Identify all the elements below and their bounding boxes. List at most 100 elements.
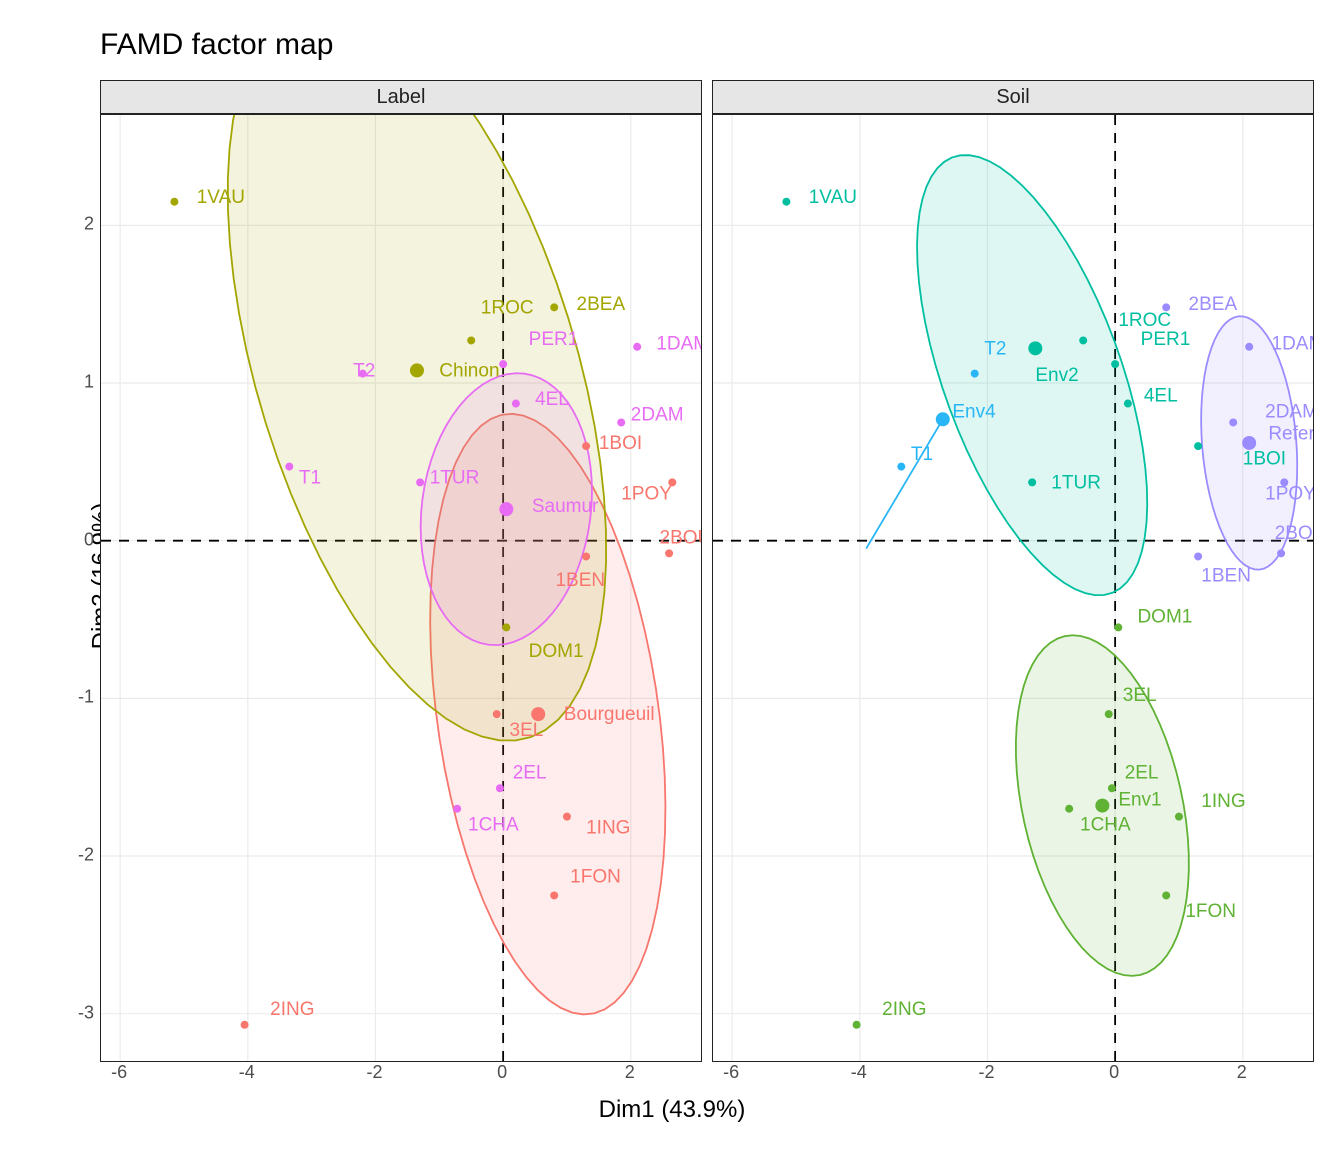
data-point — [496, 784, 504, 792]
data-point — [1162, 891, 1170, 899]
point-label: 4EL — [535, 389, 569, 410]
point-label: 1DAM — [1272, 334, 1313, 355]
data-point — [1028, 478, 1036, 486]
x-tick-label: -4 — [239, 1062, 255, 1083]
point-label: DOM1 — [529, 641, 584, 662]
data-point — [782, 198, 790, 206]
data-point — [1194, 552, 1202, 560]
y-ticks: -3 -2 -1 0 1 2 — [60, 112, 100, 1062]
data-point — [1079, 336, 1087, 344]
point-label: 2DAM — [1265, 401, 1313, 422]
y-tick-label: 2 — [84, 214, 94, 235]
data-point — [453, 805, 461, 813]
point-label: 2BOU — [660, 528, 701, 549]
point-label: 1POY — [621, 483, 672, 504]
centroid-label: Env2 — [1035, 365, 1078, 386]
point-label: T2 — [353, 360, 375, 381]
data-point — [665, 549, 673, 557]
panel-header: Soil — [712, 80, 1314, 114]
point-label: 2EL — [1125, 762, 1159, 783]
data-point — [467, 336, 475, 344]
data-point — [502, 623, 510, 631]
y-tick-label: -1 — [78, 687, 94, 708]
data-point — [971, 370, 979, 378]
centroid-label: Chinon — [439, 360, 499, 381]
y-tick-label: 0 — [84, 529, 94, 550]
y-tick-label: -2 — [78, 845, 94, 866]
data-point — [550, 303, 558, 311]
centroid-label: Bourgueuil — [564, 704, 655, 725]
data-point — [1162, 303, 1170, 311]
panel-header: Label — [100, 80, 702, 114]
point-label: 1CHA — [468, 815, 519, 836]
point-label: 1VAU — [197, 187, 245, 208]
data-point — [416, 478, 424, 486]
data-point — [512, 400, 520, 408]
point-label: 1VAU — [809, 187, 857, 208]
data-point — [493, 710, 501, 718]
data-point — [1229, 418, 1237, 426]
data-point — [1124, 400, 1132, 408]
plot-title: FAMD factor map — [100, 28, 333, 62]
x-axis-title: Dim1 (43.9%) — [20, 1096, 1324, 1124]
data-point — [582, 442, 590, 450]
point-label: PER1 — [529, 329, 579, 350]
data-point — [1277, 549, 1285, 557]
data-point — [170, 198, 178, 206]
plot-area: 1VAU1ROC2BEA1DAMPER1T24EL2DAM1BOIT11TUR1… — [100, 114, 702, 1062]
point-label: 1CHA — [1080, 815, 1131, 836]
point-label: 1ING — [586, 818, 630, 839]
point-label: PER1 — [1141, 329, 1191, 350]
data-point — [1111, 360, 1119, 368]
data-point — [499, 360, 507, 368]
x-ticks: -6-4-202 -6-4-202 — [100, 1062, 1314, 1092]
x-tick-label: -4 — [851, 1062, 867, 1083]
x-tick-label: -2 — [366, 1062, 382, 1083]
x-tick-label: 2 — [1237, 1062, 1247, 1083]
x-tick-label: 0 — [497, 1062, 507, 1083]
point-label: 1POY — [1265, 483, 1313, 504]
figure: FAMD factor map Dim2 (16.9%) Dim1 (43.9%… — [20, 20, 1324, 1132]
centroid-label: Env1 — [1118, 789, 1161, 810]
point-label: 3EL — [510, 720, 544, 741]
data-point — [563, 813, 571, 821]
point-label: 1ROC — [1118, 310, 1171, 331]
point-label: 2DAM — [631, 405, 684, 426]
data-point — [853, 1021, 861, 1029]
x-tick-label: -2 — [978, 1062, 994, 1083]
point-label: T2 — [984, 338, 1006, 359]
data-point — [1065, 805, 1073, 813]
centroid-label: Env4 — [952, 401, 996, 422]
data-point — [1175, 813, 1183, 821]
x-tick-label: -6 — [723, 1062, 739, 1083]
point-label: 1TUR — [430, 468, 480, 489]
data-point — [897, 463, 905, 471]
y-tick-label: 1 — [84, 372, 94, 393]
y-tick-label: -3 — [78, 1002, 94, 1023]
point-label: 4EL — [1144, 386, 1178, 407]
x-tick-label: 0 — [1109, 1062, 1119, 1083]
data-point — [1245, 343, 1253, 351]
panels: Label 1VAU 1ROC 2BEA 1DAM PER1 T2 4EL 2DAM 1BOI T… — [100, 80, 1314, 1062]
plot-area: 1VAU1ROC2BEA1DAMPER1T24EL2DAM1BOIT11TUR1… — [712, 114, 1314, 1062]
point-label: 2BOU — [1275, 523, 1313, 544]
panel-label: Label 1VAU1ROC2BEA1DAMPER1T24EL2DAM1BOIT… — [100, 80, 702, 1062]
data-point — [285, 463, 293, 471]
data-point — [633, 343, 641, 351]
point-label: 1BOI — [599, 433, 642, 454]
point-label: 2BEA — [577, 294, 626, 315]
point-label: 1ING — [1201, 791, 1245, 812]
point-label: 2ING — [882, 999, 926, 1020]
data-point — [1194, 442, 1202, 450]
point-label: DOM1 — [1137, 606, 1192, 627]
data-point — [1114, 623, 1122, 631]
point-label: 2EL — [513, 762, 547, 783]
point-label: 1FON — [1185, 901, 1236, 922]
point-label: 1BEN — [1201, 565, 1251, 586]
point-label: 1BEN — [555, 570, 605, 591]
point-label: 1DAM — [656, 334, 701, 355]
data-point — [582, 552, 590, 560]
point-label: 3EL — [1123, 685, 1157, 706]
data-point — [1105, 710, 1113, 718]
centroid-label: Saumur — [532, 496, 599, 517]
